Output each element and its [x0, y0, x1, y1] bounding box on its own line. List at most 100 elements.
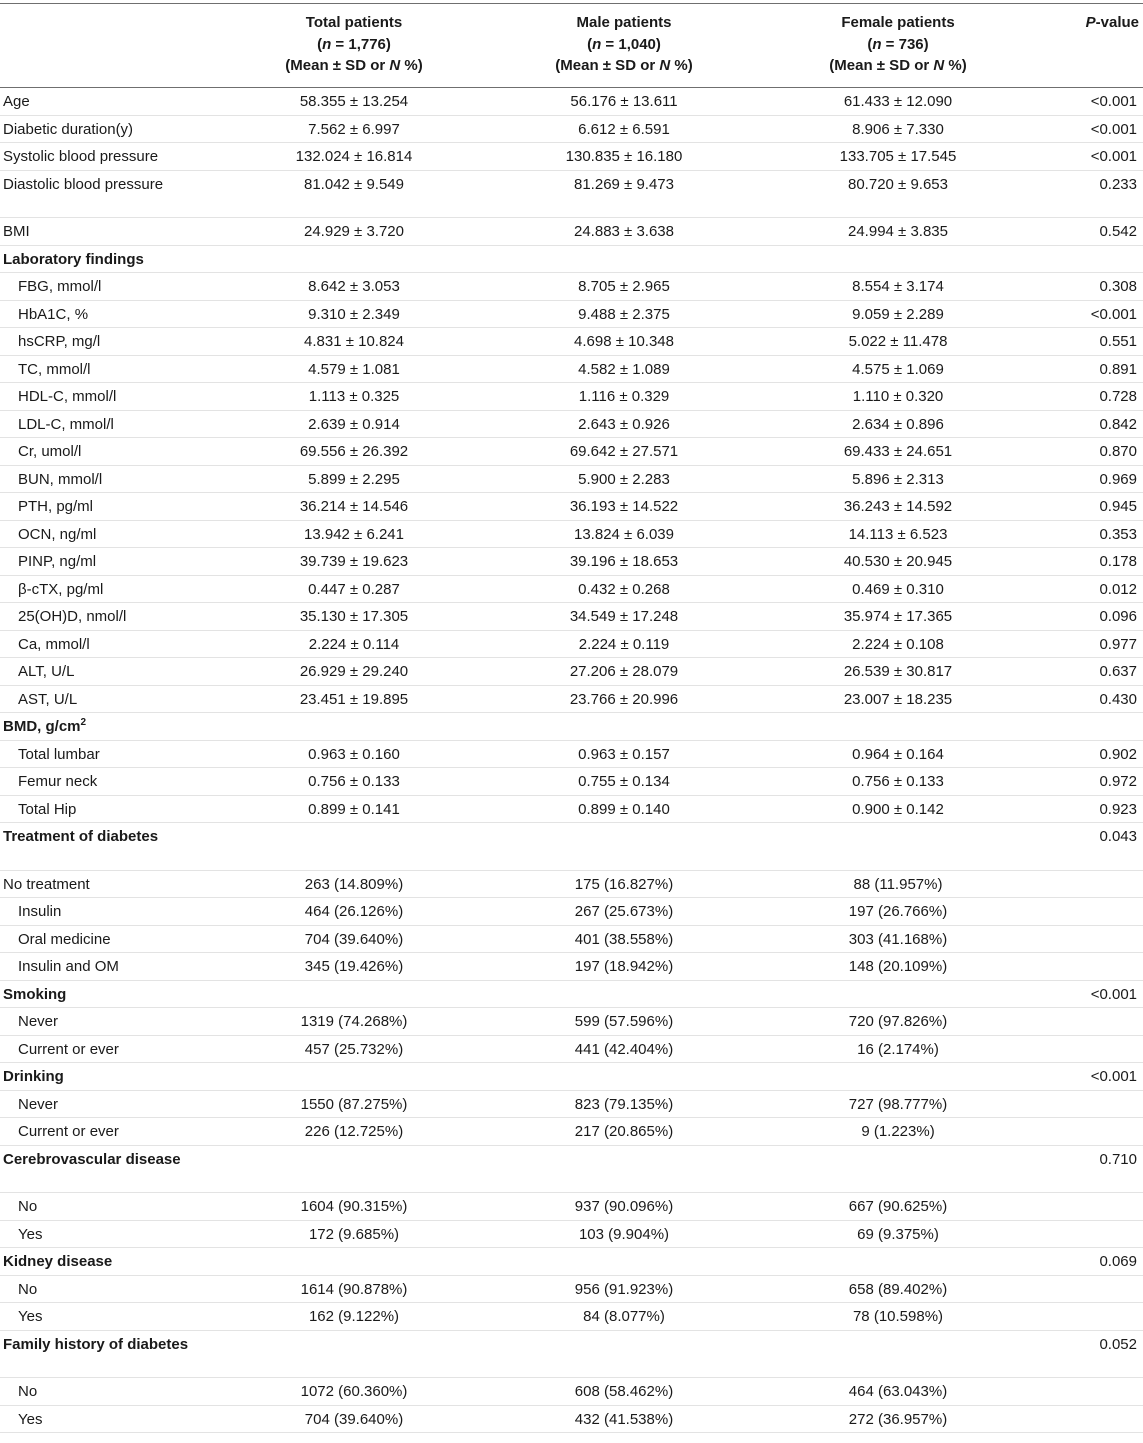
cell-p-value: <0.001	[1090, 305, 1137, 323]
cell-female	[760, 1146, 1036, 1149]
cell-p-value: 0.728	[1099, 388, 1137, 405]
cell-p-value: <0.001	[1090, 985, 1137, 1003]
row-label: Total lumbar	[18, 745, 100, 763]
cell-male: 401 (38.558%)	[574, 930, 674, 948]
header-female-title: Female patients	[841, 14, 955, 31]
cell-female: 80.720 ± 9.653	[848, 175, 948, 193]
row-label: Femur neck	[18, 773, 98, 790]
cell-p-value	[1036, 713, 1143, 716]
cell-male: 2.643 ± 0.926	[578, 415, 670, 433]
header-p-value: P-value	[1085, 14, 1139, 31]
cell-female	[760, 1063, 1036, 1066]
cell-total: 1550 (87.275%)	[300, 1095, 408, 1113]
cell-total: 0.447 ± 0.287	[308, 580, 400, 598]
cell-female: 23.007 ± 18.235	[843, 690, 953, 708]
cell-p-value	[1036, 1406, 1143, 1409]
table-row: Current or ever 226 (12.725%) 217 (20.865%…	[0, 1118, 1143, 1146]
cell-total: 0.963 ± 0.160	[308, 745, 400, 763]
cell-female: 24.994 ± 3.835	[848, 223, 948, 240]
cell-female: 464 (63.043%)	[848, 1383, 948, 1400]
cell-female: 148 (20.109%)	[848, 958, 948, 975]
cell-total: 35.130 ± 17.305	[299, 608, 409, 625]
cell-female: 658 (89.402%)	[848, 1280, 948, 1298]
cell-p-value	[1036, 1091, 1143, 1094]
cell-p-value	[1036, 1221, 1143, 1224]
header-total-stat: (Mean ± SD or N %)	[285, 57, 423, 74]
cell-p-value: 0.923	[1099, 800, 1137, 818]
cell-male	[488, 1146, 760, 1149]
cell-p-value: 0.870	[1099, 443, 1137, 460]
table-row: Never 1550 (87.275%) 823 (79.135%) 727 (98.…	[0, 1091, 1143, 1118]
cell-female: 16 (2.174%)	[857, 1040, 939, 1058]
cell-p-value: 0.178	[1099, 553, 1137, 570]
cell-p-value	[1036, 953, 1143, 956]
cell-male: 39.196 ± 18.653	[569, 553, 679, 570]
cell-p-value	[1036, 871, 1143, 874]
cell-p-value: 0.637	[1099, 663, 1137, 680]
table-header: Total patients (n = 1,776) (Mean ± SD or…	[0, 4, 1143, 88]
cell-p-value: 0.096	[1099, 608, 1137, 625]
row-label: Diabetic duration(y)	[3, 120, 134, 138]
cell-total: 39.739 ± 19.623	[299, 553, 409, 570]
cell-total: 162 (9.122%)	[308, 1308, 400, 1325]
cell-male: 36.193 ± 14.522	[569, 498, 679, 515]
row-label: ALT, U/L	[18, 663, 75, 680]
row-label: Insulin and OM	[18, 958, 119, 975]
cell-p-value: 0.842	[1099, 415, 1137, 433]
row-label: No	[18, 1198, 38, 1215]
row-label: Total Hip	[18, 800, 77, 818]
cell-total: 1319 (74.268%)	[300, 1013, 408, 1030]
cell-p-value	[1036, 1276, 1143, 1279]
table-row: BMI 24.929 ± 3.720 24.883 ± 3.638 24.994 ± …	[0, 218, 1143, 246]
cell-female: 78 (10.598%)	[852, 1308, 944, 1325]
cell-female: 133.705 ± 17.545	[839, 148, 957, 165]
row-label: Yes	[18, 1225, 43, 1243]
cell-male	[488, 1248, 760, 1251]
cell-female: 35.974 ± 17.365	[843, 608, 953, 625]
cell-male: 197 (18.942%)	[574, 958, 674, 975]
table-row: Diastolic blood pressure 81.042 ± 9.549 81…	[0, 171, 1143, 218]
cell-p-value	[1036, 1303, 1143, 1306]
header-male-stat: (Mean ± SD or N %)	[555, 57, 693, 74]
cell-p-value	[1036, 1378, 1143, 1381]
cell-total: 5.899 ± 2.295	[308, 470, 400, 488]
row-label: Diastolic blood pressure	[3, 175, 164, 193]
cell-male	[488, 1063, 760, 1066]
cell-total: 1072 (60.360%)	[300, 1383, 408, 1400]
row-label: PTH, pg/ml	[18, 498, 94, 515]
cell-total: 9.310 ± 2.349	[308, 305, 400, 323]
cell-total: 226 (12.725%)	[304, 1123, 404, 1140]
table-row: TC, mmol/l 4.579 ± 1.081 4.582 ± 1.089 4.57…	[0, 356, 1143, 383]
cell-total: 345 (19.426%)	[304, 958, 404, 975]
cell-female	[760, 1248, 1036, 1251]
cell-p-value: 0.969	[1099, 470, 1137, 488]
cell-p-value: 0.977	[1099, 635, 1137, 653]
table-row: Cr, umol/l 69.556 ± 26.392 69.642 ± 27.571…	[0, 438, 1143, 466]
table-row: Total Hip 0.899 ± 0.141 0.899 ± 0.140 0.900…	[0, 796, 1143, 823]
table-row: No treatment 263 (14.809%) 175 (16.827%) 88…	[0, 871, 1143, 898]
cell-female: 2.634 ± 0.896	[852, 415, 944, 433]
row-label: PINP, ng/ml	[18, 553, 97, 570]
cell-p-value: <0.001	[1090, 1068, 1137, 1085]
cell-total: 69.556 ± 26.392	[299, 443, 409, 460]
cell-p-value: <0.001	[1090, 120, 1137, 138]
cell-male	[488, 823, 760, 826]
row-label: HbA1C, %	[18, 305, 89, 323]
cell-total: 457 (25.732%)	[304, 1040, 404, 1058]
cell-male: 823 (79.135%)	[574, 1095, 674, 1113]
cell-total: 23.451 ± 19.895	[299, 690, 409, 708]
cell-male: 103 (9.904%)	[578, 1225, 670, 1243]
cell-total: 7.562 ± 6.997	[308, 120, 400, 138]
cell-male: 432 (41.538%)	[574, 1410, 674, 1428]
cell-male: 0.432 ± 0.268	[578, 580, 670, 598]
cell-total: 36.214 ± 14.546	[299, 498, 409, 515]
cell-total	[220, 823, 488, 826]
table-row: Current or ever 457 (25.732%) 441 (42.404%…	[0, 1036, 1143, 1063]
cell-female: 69.433 ± 24.651	[843, 443, 953, 460]
cell-total: 58.355 ± 13.254	[299, 93, 409, 110]
section-label: Drinking	[3, 1068, 64, 1085]
cell-male: 4.698 ± 10.348	[574, 333, 674, 350]
header-variable-col	[0, 4, 220, 87]
cell-p-value: 0.972	[1099, 773, 1137, 790]
cell-female	[760, 1331, 1036, 1334]
